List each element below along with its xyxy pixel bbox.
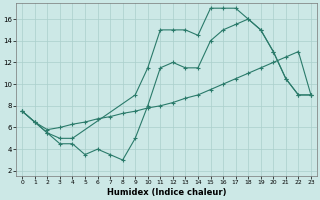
X-axis label: Humidex (Indice chaleur): Humidex (Indice chaleur)	[107, 188, 226, 197]
